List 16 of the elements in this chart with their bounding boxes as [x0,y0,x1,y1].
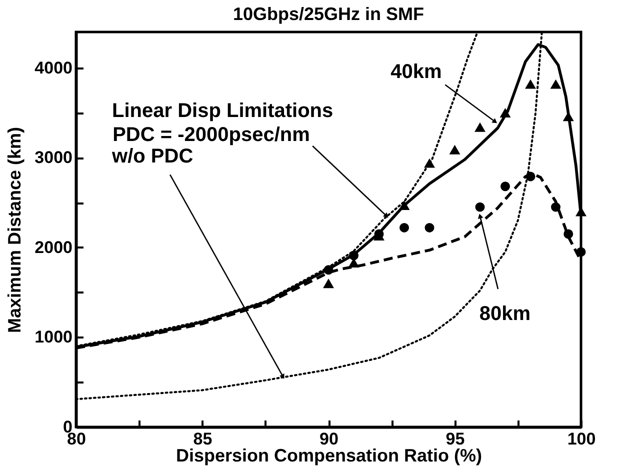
chart-title: 10Gbps/25GHz in SMF [232,4,424,24]
annotation: w/o PDC [111,146,194,168]
x-tick-label: 95 [446,430,465,448]
annotation: 80km [479,303,531,326]
y-tick-label: 1000 [34,328,72,347]
annotation: 40km [390,60,442,83]
x-tick-label: 85 [193,430,212,448]
y-tick-label: 4000 [34,58,72,78]
x-tick-label: 100 [567,430,596,448]
annotation: PDC = -2000psec/nm [112,124,310,146]
y-tick-label: 2000 [34,238,72,257]
y-axis-title: Maximum Distance (km) [4,126,25,334]
annotation: Linear Disp Limitations [112,100,334,122]
x-tick-label: 90 [320,430,338,448]
x-axis-title: Dispersion Compensation Ratio (%) [176,446,482,466]
y-tick-label: 3000 [34,148,72,168]
